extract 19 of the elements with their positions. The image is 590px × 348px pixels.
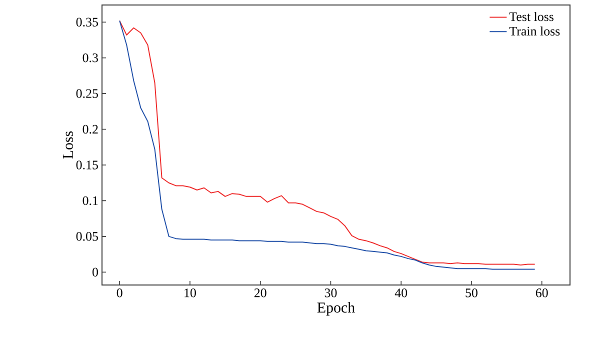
- legend-label: Train loss: [509, 26, 560, 36]
- y-axis-title: Loss: [63, 131, 73, 159]
- y-tick-label: 0.05: [76, 232, 98, 241]
- y-tick-label: 0.35: [76, 18, 98, 27]
- x-tick-label: 50: [466, 288, 478, 298]
- x-tick-label: 20: [254, 288, 266, 298]
- legend-label: Test loss: [509, 12, 554, 22]
- x-tick-label: 60: [536, 288, 548, 298]
- y-tick-label: 0.2: [82, 124, 98, 134]
- x-tick-label: 0: [116, 288, 122, 298]
- x-tick-label: 40: [394, 288, 408, 298]
- y-tick-label: 0: [92, 268, 98, 277]
- y-tick-label: 0.25: [76, 89, 98, 98]
- y-tick-label: 0.1: [82, 196, 98, 206]
- x-tick-label: 10: [184, 288, 196, 298]
- y-tick-label: 0.3: [82, 53, 98, 62]
- x-axis-title: Epoch: [317, 302, 355, 316]
- x-tick-label: 30: [324, 288, 337, 298]
- y-tick-label: 0.15: [76, 160, 98, 170]
